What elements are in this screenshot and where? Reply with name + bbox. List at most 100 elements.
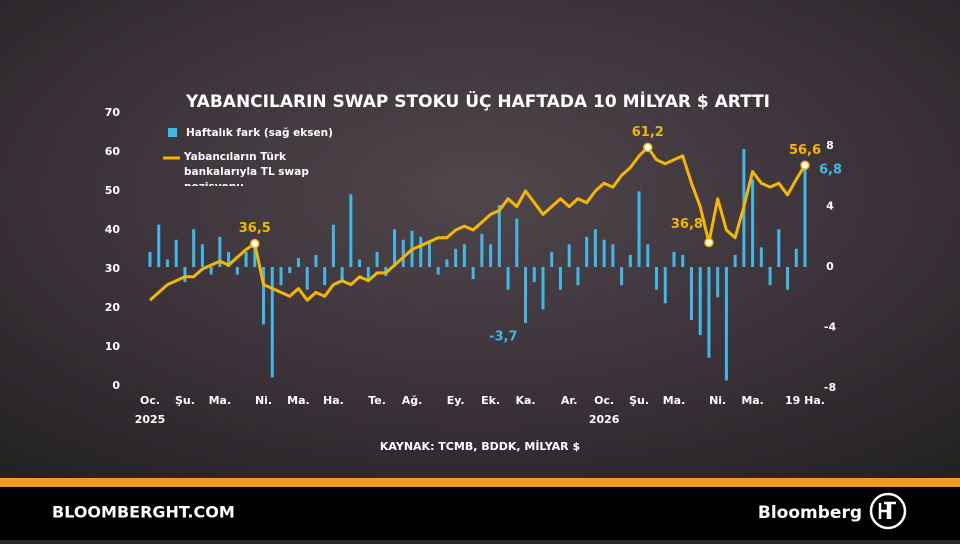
bar [253,244,257,267]
x-tick-label: Ar. [561,394,578,407]
bar [646,244,650,267]
chart-title: YABANCILARIN SWAP STOKU ÜÇ HAFTADA 10 Mİ… [185,90,770,112]
point-marker [250,238,260,249]
x-tick-label: Ma. [663,394,686,407]
bar [148,251,152,267]
y-tick-label: 10 [105,340,121,353]
bar [174,239,178,267]
bar [227,251,231,267]
bar [436,267,440,275]
x-tick-label: Şu. [175,394,195,407]
bar [707,267,711,358]
point-marker [704,237,714,248]
y2-tick-label: -8 [824,381,836,394]
y-tick-label: 40 [105,223,121,236]
bar [524,267,528,323]
bar [157,224,161,267]
bar-value-label: 6,8 [819,163,842,178]
bar [689,267,693,320]
legend-box: Yabancıların Türk bankalarıyla TL swap p… [184,151,309,186]
footer-bar [0,487,960,540]
y2-tick-label: 0 [826,260,834,273]
bar [393,229,397,267]
x-tick-label: Ey. [447,394,465,407]
point-marker [800,160,810,171]
y-tick-label: 60 [105,145,121,158]
footer-site: BLOOMBERGHT.COM [52,503,235,522]
bar [681,254,685,267]
x-tick-label: Ka. [515,394,535,407]
x-tick-label: Ağ. [402,394,423,407]
bar [515,218,519,267]
bar [759,247,763,267]
y2-tick-label: -4 [824,321,837,334]
line-value-label: 36,8 [671,217,703,232]
bar [532,267,536,283]
bar [541,267,545,310]
bar [358,259,362,267]
bar [366,267,370,280]
bar [288,267,292,274]
bar [663,267,667,304]
x-tick-label: 19 Ha. [785,394,825,407]
x-tick-label: Ma. [287,394,310,407]
bar [777,229,781,267]
x-tick-label: Şu. [629,394,649,407]
bar [314,254,318,267]
bar [419,236,423,267]
bar [768,267,772,286]
x-tick-label: Ma. [741,394,764,407]
bar [602,239,606,267]
bar [279,267,283,286]
bar [672,251,676,267]
y2-tick-label: 8 [826,139,834,152]
line-value-label: 36,5 [239,221,271,236]
bar [489,244,493,267]
bar [340,267,344,283]
point-marker [643,142,653,153]
bar [375,251,379,267]
bar [733,254,737,267]
bar [183,267,187,283]
y-tick-label: 70 [105,106,121,119]
bar [558,267,562,290]
bar [794,248,798,267]
x-tick-label: Ni. [709,394,726,407]
source: KAYNAK: TCMB, BDDK, MİLYAR $ [380,439,580,453]
bar [200,244,204,267]
legend-label: Haftalık fark (sağ eksen) [186,127,333,139]
line [148,145,807,302]
bar [698,267,702,336]
bar [620,267,624,286]
bar [296,257,300,267]
bar [427,242,431,267]
x-tick-label: Te. [368,394,386,407]
x-tick-label: Oc. 2025 [135,394,166,426]
bar [218,236,222,267]
bar [331,224,335,267]
y-tick-label: 0 [112,379,120,392]
bar [305,267,309,290]
bar [611,244,615,267]
bar [550,251,554,267]
y-tick-label: 20 [105,301,121,314]
bar [244,251,248,267]
bar [637,191,641,267]
bar [497,204,501,267]
bar [209,267,213,275]
line-value-label: 61,2 [632,125,664,140]
footer-stripe [0,478,960,487]
bar [593,229,597,267]
bar [655,267,659,290]
bar [445,259,449,267]
footer-brand: Bloomberg [758,503,862,523]
bar [567,244,571,267]
x-tick-label: Ni. [255,394,272,407]
bar [628,254,632,267]
y2-tick-label: 4 [826,200,834,213]
logo-mark [878,501,896,519]
line-value-label: 56,6 [789,143,821,158]
bar [480,233,484,267]
bar [751,179,755,267]
bar [262,267,266,325]
